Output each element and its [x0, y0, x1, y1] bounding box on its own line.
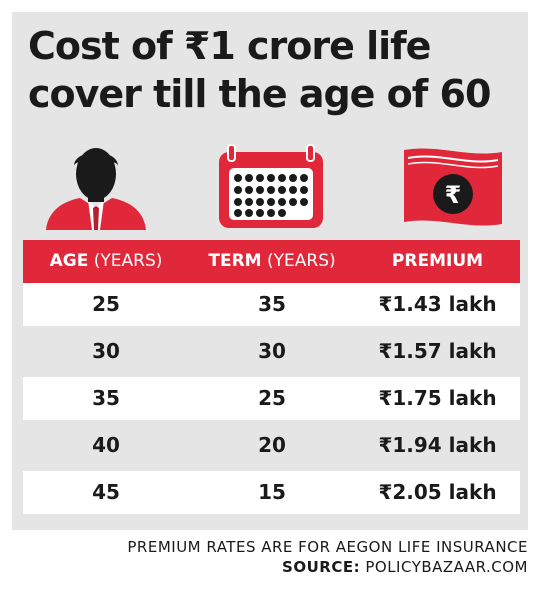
footer-note: PREMIUM RATES ARE FOR AEGON LIFE INSURAN… [127, 538, 528, 556]
column-header-age: AGE (YEARS) [49, 251, 163, 271]
rupee-money-icon: ₹ [404, 148, 502, 226]
column-header-premium: PREMIUM [391, 251, 484, 271]
cell-term: 35 [258, 292, 286, 316]
cell-age: 25 [92, 292, 120, 316]
table-row: 40 20 ₹1.94 lakh [23, 424, 520, 467]
cell-age: 45 [92, 480, 120, 504]
cell-age: 35 [92, 386, 120, 410]
cell-term: 15 [258, 480, 286, 504]
person-icon [46, 148, 146, 230]
cell-age: 30 [92, 339, 120, 363]
cell-age: 40 [92, 433, 120, 457]
source-value: POLICYBAZAAR.COM [360, 558, 528, 576]
cell-term: 30 [258, 339, 286, 363]
table-header: AGE (YEARS) TERM (YEARS) PREMIUM [23, 240, 520, 283]
title-line-1: Cost of ₹1 crore life [28, 24, 431, 68]
cell-premium: ₹1.94 lakh [378, 433, 497, 457]
calendar-icon [219, 144, 323, 228]
cell-premium: ₹1.43 lakh [378, 292, 497, 316]
cell-term: 25 [258, 386, 286, 410]
footer-source: SOURCE: POLICYBAZAAR.COM [8, 558, 528, 576]
cell-premium: ₹2.05 lakh [378, 480, 497, 504]
table-row: 45 15 ₹2.05 lakh [23, 471, 520, 514]
table-row: 35 25 ₹1.75 lakh [23, 377, 520, 420]
cell-term: 20 [258, 433, 286, 457]
cell-premium: ₹1.57 lakh [378, 339, 497, 363]
svg-text:₹: ₹ [445, 181, 462, 209]
column-header-term: TERM (YEARS) [208, 251, 336, 271]
title-line-2: cover till the age of 60 [28, 72, 491, 116]
source-label: SOURCE: [282, 558, 361, 576]
infographic-title: Cost of ₹1 crore life cover till the age… [28, 22, 518, 118]
table-row: 30 30 ₹1.57 lakh [23, 330, 520, 373]
table-row: 25 35 ₹1.43 lakh [23, 283, 520, 326]
cell-premium: ₹1.75 lakh [378, 386, 497, 410]
